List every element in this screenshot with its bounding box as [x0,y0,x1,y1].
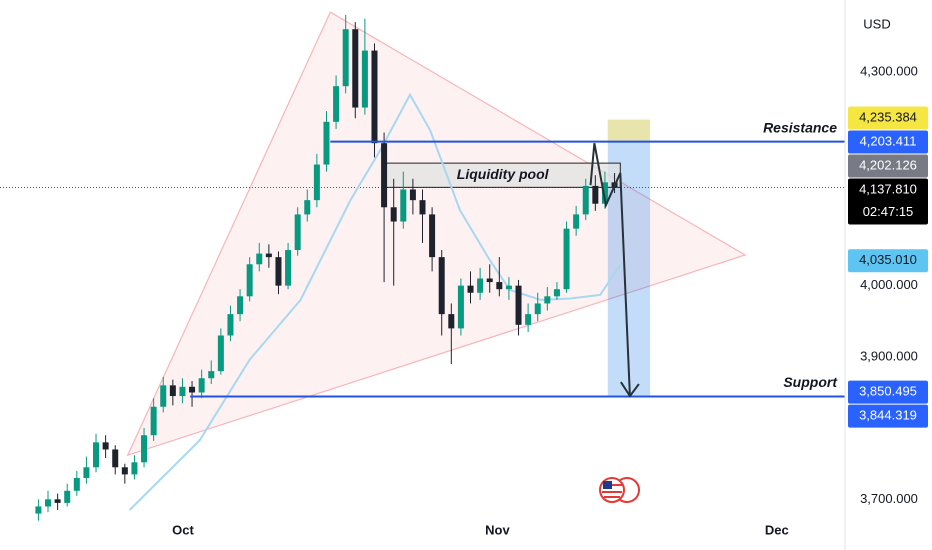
x-tick-label: Oct [172,522,194,537]
candle-body [275,257,282,286]
candle-body [150,406,157,436]
projection-arrow [589,142,631,397]
price-label-box [848,154,928,178]
y-tick-label: 4,000.000 [860,277,918,292]
candle-body [563,228,570,290]
y-tick-label: 4,300.000 [860,63,918,78]
countdown: 02:47:15 [863,204,914,219]
candle-body [179,386,186,397]
candle-body [486,278,493,283]
price-label: 3,850.495 [859,384,917,399]
candle-body [227,314,234,336]
candle-body [496,282,503,290]
candle-body [525,314,532,325]
candle-body [112,449,119,468]
price-label-box [848,106,928,130]
candle-body [592,185,599,204]
candle-body [477,278,484,293]
candle-body [352,29,359,108]
candle-body [409,189,416,201]
flag-canton [603,481,612,489]
candle-body [246,264,253,297]
currency: USD [863,16,890,31]
candle-body [601,182,608,204]
triangle-pattern [126,11,747,457]
level-label: Support [783,374,838,390]
price-label: 4,137.810 [859,181,917,196]
zone-label: Liquidity pool [457,166,550,182]
liquidity-zone [384,162,621,188]
price-label: 4,203.411 [860,133,917,148]
candle-body [256,253,263,265]
candle-body [400,189,407,222]
candle-body [217,335,224,372]
candle-body [371,50,378,144]
candle-body [419,200,426,215]
x-tick-label: Dec [765,522,789,537]
candle-body [208,371,215,379]
candle-body [83,467,90,478]
candle-body [448,314,455,329]
price-label-box [848,380,928,404]
candle-body [505,285,512,290]
y-tick-label: 3,900.000 [860,348,918,363]
candle-body [141,435,148,463]
candle-body [342,29,349,87]
candle-body [102,442,109,450]
candle-body [131,462,138,475]
projection-top [607,119,651,142]
candle-body [304,200,311,215]
candle-body [544,296,551,304]
candle-body [54,499,61,503]
price-label-box [848,130,928,154]
moving-average [128,92,622,511]
candle-body [323,121,330,165]
candle-body [457,285,464,329]
candle-body [265,253,272,258]
candle-body [553,289,560,297]
level-label: Resistance [763,119,837,135]
candle-body [515,285,522,325]
candle-body [73,477,80,491]
candle-body [361,50,368,108]
price-label: 3,844.319 [859,408,917,423]
candle-body [45,499,52,507]
candle-body [294,214,301,251]
candle-body [534,303,541,315]
candle-body [333,86,340,122]
candle-body [198,378,205,393]
candle-body [582,185,589,215]
candle-body [313,164,320,201]
price-label-box [848,404,928,428]
candle-body [35,506,42,514]
candle-body [390,207,397,222]
candle-body [381,143,388,208]
candle-body [93,442,100,468]
event-flags[interactable] [599,477,640,503]
arrow-head [620,381,640,398]
candle-body [169,385,176,397]
candle-body [160,385,167,407]
candle-body [64,490,71,503]
y-tick-label: 3,700.000 [860,491,918,506]
candle-body [429,214,436,258]
price-label: 4,235.384 [859,109,917,124]
candle-body [573,214,580,229]
price-label-box [848,178,928,225]
candle-body [285,250,292,286]
price-label-box [848,249,928,273]
candle-body [467,285,474,293]
candle-body [189,386,196,393]
x-tick-label: Nov [485,522,510,537]
price-label: 4,202.126 [859,157,917,172]
candle-body [237,296,244,315]
candle-body [438,257,445,315]
candle-body [121,467,128,475]
price-label: 4,035.010 [859,252,917,267]
